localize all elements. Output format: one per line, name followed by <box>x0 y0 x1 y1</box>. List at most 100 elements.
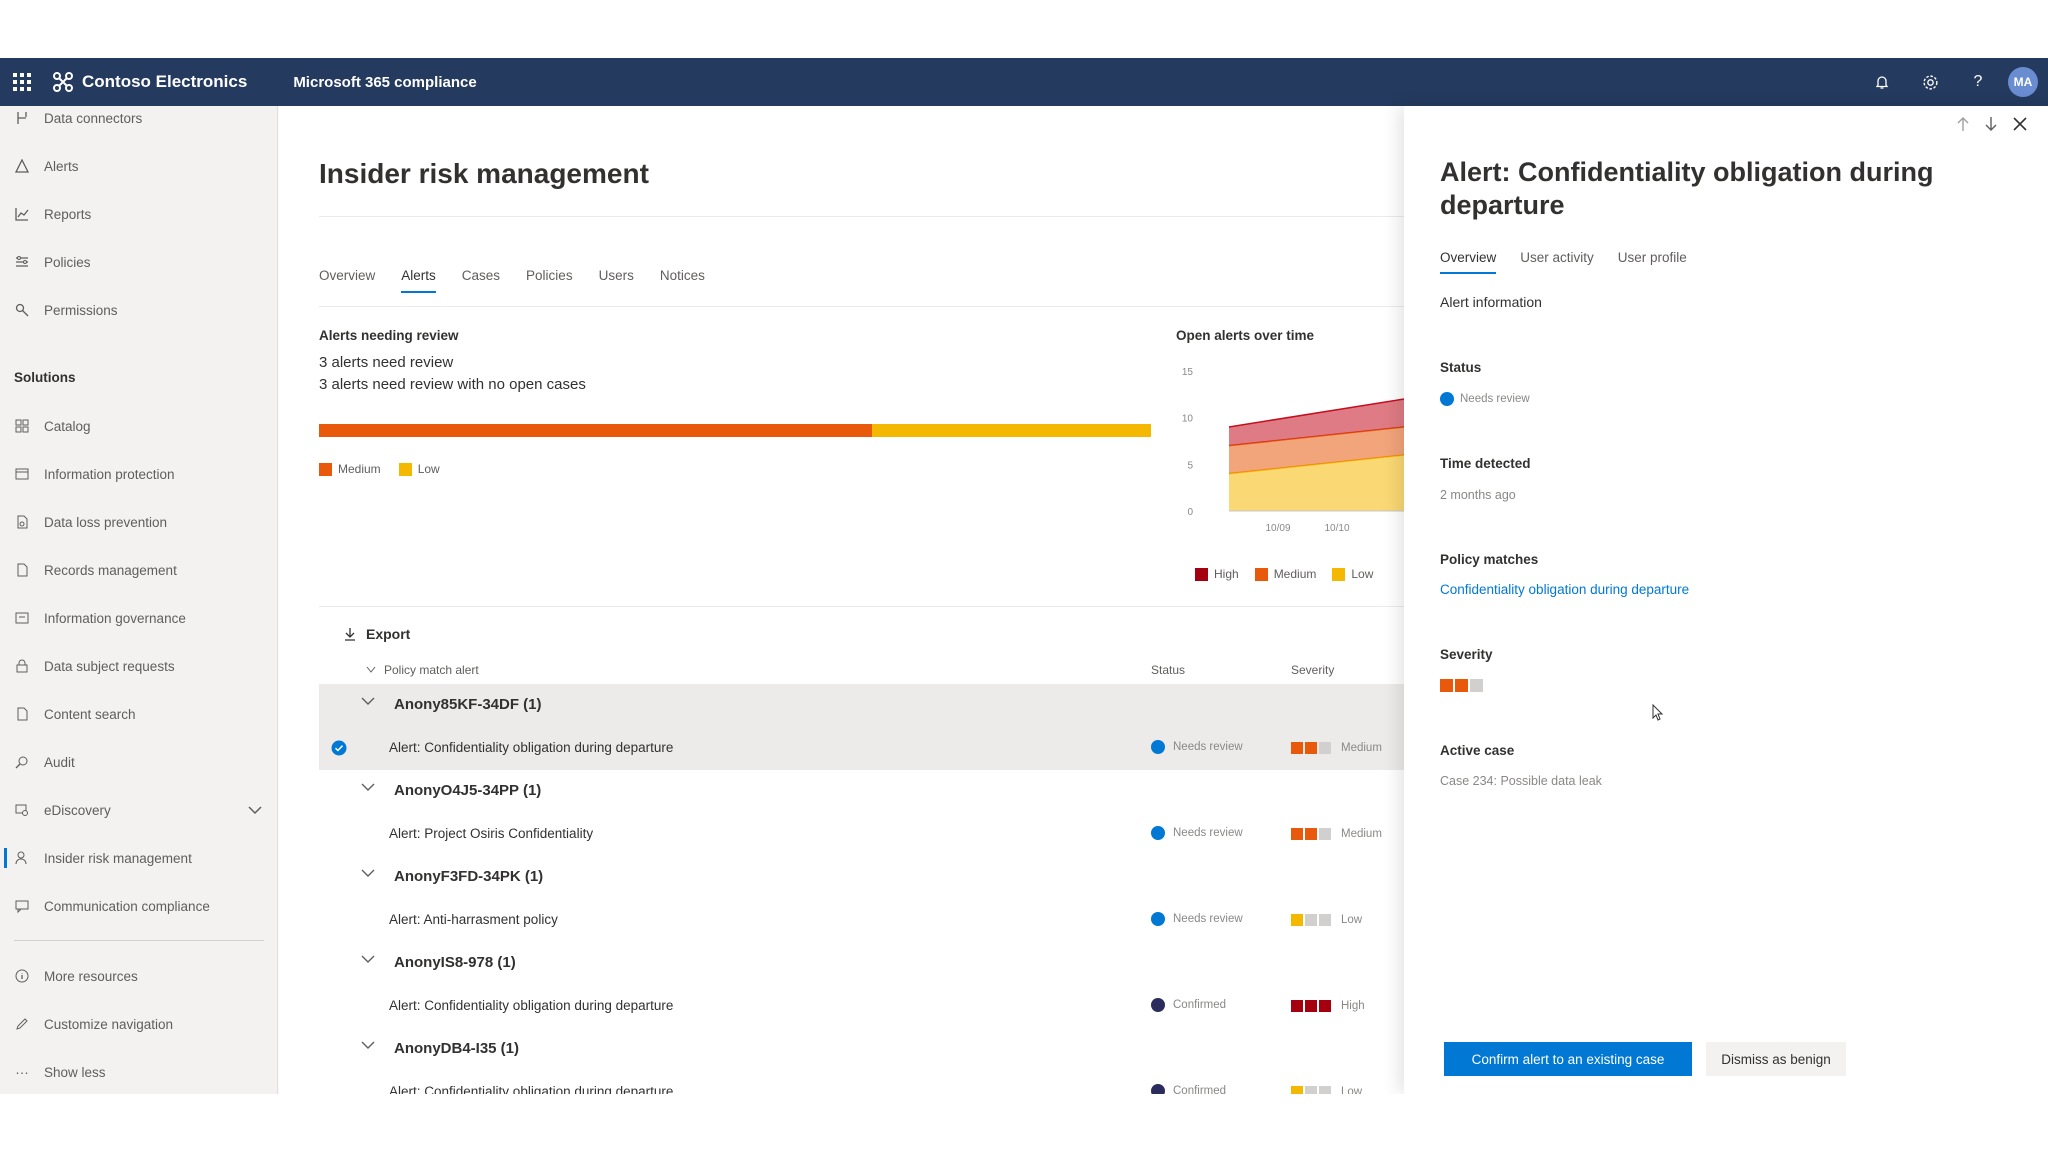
arrow-down-icon[interactable] <box>1984 116 1998 132</box>
gear-icon[interactable] <box>1906 58 1954 106</box>
tab-policies[interactable]: Policies <box>526 268 573 283</box>
avatar[interactable]: MA <box>2008 67 2038 97</box>
nav-item-information-protection[interactable]: Information protection <box>0 456 278 492</box>
tab-notices[interactable]: Notices <box>659 268 705 283</box>
bell-icon[interactable] <box>1858 58 1906 106</box>
table-row[interactable]: Alert: Confidentiality obligation during… <box>319 1071 1404 1094</box>
area-series-medium[interactable] <box>1229 427 1404 474</box>
nav-item-catalog[interactable]: Catalog <box>0 408 278 444</box>
export-button[interactable]: Export <box>344 626 410 642</box>
area-series-high[interactable] <box>1229 399 1404 446</box>
severity-indicator <box>1440 679 1483 692</box>
export-label: Export <box>366 626 411 642</box>
chevron-down-icon[interactable] <box>361 1040 375 1050</box>
help-icon[interactable]: ? <box>1973 73 1983 90</box>
app-title[interactable]: Microsoft 365 compliance <box>293 73 477 91</box>
nav-item-data-connectors[interactable]: Data connectors <box>0 100 278 136</box>
waffle-icon[interactable] <box>0 58 44 106</box>
alert-name[interactable]: Alert: Anti-harrasment policy <box>389 912 558 927</box>
group-row[interactable]: AnonyIS8-978 (1) <box>319 942 1404 985</box>
table-row[interactable]: Alert: Project Osiris Confidentiality Nee… <box>319 813 1404 856</box>
table-row[interactable]: Alert: Anti-harrasment policy Needs revie… <box>319 899 1404 942</box>
severity-indicator: Medium <box>1291 828 1382 840</box>
column-header-status[interactable]: Status <box>1151 663 1186 677</box>
table-row[interactable]: Alert: Confidentiality obligation during… <box>319 727 1404 770</box>
chevron-down-icon[interactable] <box>361 696 375 706</box>
nav-label: Insider risk management <box>44 850 192 866</box>
column-header-name[interactable]: Policy match alert <box>366 663 479 677</box>
alerts-needing-review-title: Alerts needing review <box>319 328 459 343</box>
search-icon <box>0 707 44 721</box>
chevron-down-icon[interactable] <box>248 803 262 818</box>
nav-item-communication-compliance[interactable]: Communication compliance <box>0 888 278 924</box>
status-text: Needs review <box>1173 913 1243 925</box>
nav-item-alerts[interactable]: Alerts <box>0 148 278 184</box>
nav-label: Catalog <box>44 418 91 434</box>
alert-name[interactable]: Alert: Confidentiality obligation during… <box>389 1084 674 1094</box>
nav-item-content-search[interactable]: Content search <box>0 696 278 732</box>
group-row[interactable]: Anony85KF-34DF (1) <box>319 684 1404 727</box>
status-badge: Needs review <box>1151 826 1243 840</box>
status-label: Status <box>1440 360 1482 375</box>
active-case-value: Case 234: Possible data leak <box>1440 774 1602 788</box>
group-row[interactable]: AnonyDB4-I35 (1) <box>319 1028 1404 1071</box>
shield-icon <box>0 467 44 481</box>
nav-item-data-loss-prevention[interactable]: Data loss prevention <box>0 504 278 540</box>
tab-alerts[interactable]: Alerts <box>401 268 436 293</box>
severity-text: Low <box>1341 1086 1363 1094</box>
nav-item-records-management[interactable]: Records management <box>0 552 278 588</box>
dismiss-benign-button[interactable]: Dismiss as benign <box>1706 1042 1846 1076</box>
policy-match-link[interactable]: Confidentiality obligation during depart… <box>1440 582 1690 597</box>
nav-item-policies[interactable]: Policies <box>0 244 278 280</box>
org-brand[interactable]: Contoso Electronics <box>52 71 247 93</box>
nav-item-more-resources[interactable]: More resources <box>0 958 278 994</box>
bar-segment-medium[interactable] <box>319 424 872 437</box>
nav-item-audit[interactable]: Audit <box>0 744 278 780</box>
org-name: Contoso Electronics <box>82 72 248 91</box>
chart-legend: High Medium Low <box>1195 567 1373 581</box>
nav-label: Show less <box>44 1064 106 1080</box>
status-badge: Needs review <box>1440 392 1530 406</box>
severity-text: Medium <box>1341 828 1382 840</box>
group-row[interactable]: AnonyO4J5-34PP (1) <box>319 770 1404 813</box>
nav-item-reports[interactable]: Reports <box>0 196 278 232</box>
chevron-down-icon[interactable] <box>361 782 375 792</box>
tab-overview[interactable]: Overview <box>319 268 376 283</box>
nav-item-information-governance[interactable]: Information governance <box>0 600 278 636</box>
tab-users[interactable]: Users <box>598 268 634 283</box>
alert-name[interactable]: Alert: Project Osiris Confidentiality <box>389 826 594 841</box>
nav-item-data-subject-requests[interactable]: Data subject requests <box>0 648 278 684</box>
nav-item-show-less[interactable]: ··· Show less <box>0 1054 278 1090</box>
nav-item-insider-risk-management[interactable]: Insider risk management <box>0 840 278 876</box>
bar-segment-low[interactable] <box>872 424 1151 437</box>
column-header-severity[interactable]: Severity <box>1291 663 1335 677</box>
confirm-alert-button[interactable]: Confirm alert to an existing case <box>1444 1042 1692 1076</box>
nav-item-ediscovery[interactable]: eDiscovery <box>0 792 278 828</box>
more-icon: ··· <box>15 1064 29 1080</box>
divider <box>319 606 1404 607</box>
check-circle-icon[interactable] <box>331 740 347 756</box>
close-icon[interactable] <box>2012 116 2028 132</box>
y-tick-label: 15 <box>1182 367 1194 378</box>
nav-label: Reports <box>44 206 92 222</box>
tab-user-profile[interactable]: User profile <box>1617 250 1687 265</box>
tab-overview[interactable]: Overview <box>1440 250 1497 274</box>
severity-label: Severity <box>1440 647 1493 662</box>
app-window: Contoso Electronics Microsoft 365 compli… <box>0 58 2048 1094</box>
group-user-label: AnonyO4J5-34PP (1) <box>394 782 542 799</box>
chevron-down-icon[interactable] <box>361 954 375 964</box>
nav-item-customize-navigation[interactable]: Customize navigation <box>0 1006 278 1042</box>
person-icon <box>0 851 44 865</box>
arrow-up-icon[interactable] <box>1956 116 1970 132</box>
group-row[interactable]: AnonyF3FD-34PK (1) <box>319 856 1404 899</box>
group-user-label: AnonyDB4-I35 (1) <box>394 1040 520 1057</box>
tab-user-activity[interactable]: User activity <box>1520 250 1594 265</box>
table-row[interactable]: Alert: Confidentiality obligation during… <box>319 985 1404 1028</box>
alert-name[interactable]: Alert: Confidentiality obligation during… <box>389 998 674 1013</box>
status-dot <box>1440 392 1454 406</box>
nav-item-permissions[interactable]: Permissions <box>0 292 278 328</box>
tab-cases[interactable]: Cases <box>461 268 501 283</box>
chevron-down-icon[interactable] <box>361 868 375 878</box>
series-line-high <box>1228 398 1404 428</box>
alert-name[interactable]: Alert: Confidentiality obligation during… <box>389 740 674 755</box>
